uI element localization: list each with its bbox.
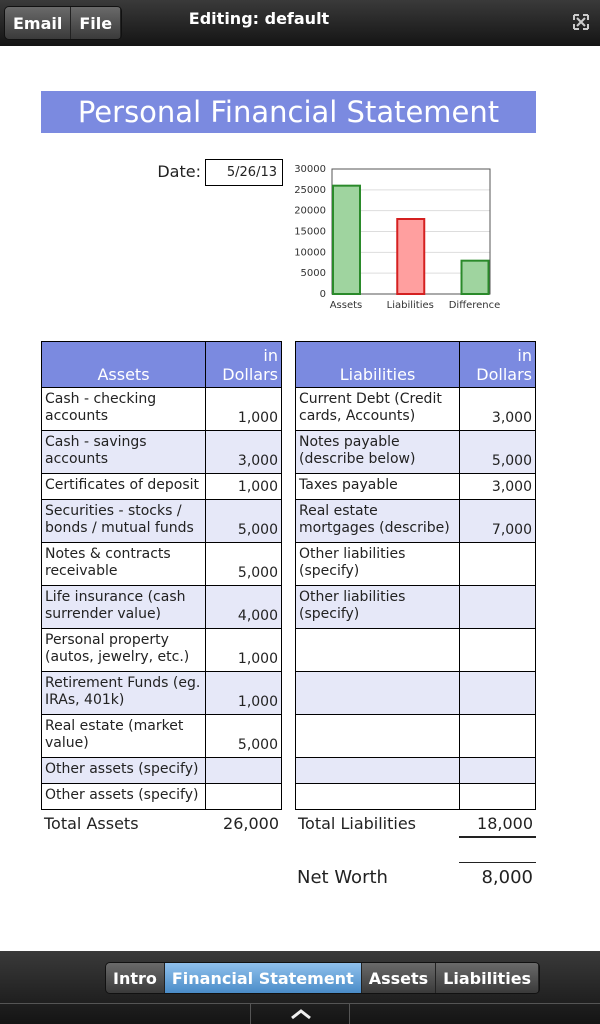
y-tick-label: 0 — [320, 289, 326, 300]
y-tick-label: 15000 — [294, 227, 326, 238]
row-amount[interactable] — [459, 671, 536, 715]
net-worth-overline — [459, 862, 536, 863]
column-header: Amount in Dollars — [459, 341, 536, 388]
row-amount[interactable] — [459, 783, 536, 810]
row-label[interactable]: Other assets (specify) — [41, 757, 206, 784]
net-worth-label: Net Worth — [297, 867, 388, 888]
row-label[interactable]: Certificates of deposit — [41, 473, 206, 500]
row-label[interactable] — [295, 671, 460, 715]
bar — [396, 218, 426, 295]
row-amount[interactable]: 1,000 — [205, 387, 282, 431]
row-label[interactable]: Notes & contracts receivable — [41, 542, 206, 586]
y-tick-label: 25000 — [294, 185, 326, 196]
y-tick-label: 5000 — [301, 268, 326, 279]
total-underline — [459, 836, 536, 838]
row-label[interactable]: Personal property (autos, jewelry, etc.) — [41, 628, 206, 672]
row-amount[interactable]: 5,000 — [205, 542, 282, 586]
row-label[interactable] — [295, 714, 460, 758]
row-label[interactable]: Real estate (market value) — [41, 714, 206, 758]
row-amount[interactable]: 4,000 — [205, 585, 282, 629]
row-amount[interactable]: 1,000 — [205, 671, 282, 715]
bar — [332, 184, 361, 296]
row-label[interactable]: Real estate mortgages (describe) — [295, 499, 460, 543]
row-amount[interactable]: 1,000 — [205, 473, 282, 500]
bar — [460, 259, 490, 295]
sheet-tab[interactable]: Financial Statement — [164, 963, 362, 993]
row-label[interactable]: Taxes payable — [295, 473, 460, 500]
row-amount[interactable] — [459, 585, 536, 629]
editing-title: Editing: default — [188, 9, 330, 28]
total-amount: 26,000 — [223, 814, 279, 833]
expand-button[interactable] — [250, 1003, 350, 1024]
total-label: Total Liabilities — [298, 814, 417, 833]
row-label[interactable]: Other liabilities (specify) — [295, 542, 460, 586]
row-amount[interactable]: 3,000 — [459, 387, 536, 431]
chevron-icon — [291, 1009, 311, 1020]
row-label[interactable]: Current Debt (Credit cards, Accounts) — [295, 387, 460, 431]
row-amount[interactable]: 3,000 — [459, 473, 536, 500]
row-amount[interactable] — [205, 757, 282, 784]
row-amount[interactable]: 5,000 — [205, 714, 282, 758]
row-label[interactable] — [295, 628, 460, 672]
column-header: Amount in Dollars — [205, 341, 282, 388]
y-tick-label: 20000 — [294, 206, 326, 217]
column-header: Liabilities — [295, 341, 460, 388]
row-label[interactable]: Cash - savings accounts — [41, 430, 206, 474]
sheet-tab[interactable]: Assets — [361, 963, 437, 993]
sheet-tabs: Intro Financial Statement Assets Liabilitie… — [105, 962, 541, 994]
total-label: Total Assets — [44, 814, 139, 833]
y-tick-label: 30000 — [294, 164, 326, 175]
row-label[interactable] — [295, 783, 460, 810]
x-tick-label: Assets — [330, 300, 363, 311]
row-amount[interactable]: 7,000 — [459, 499, 536, 543]
row-label[interactable]: Life insurance (cash surrender value) — [41, 585, 206, 629]
row-label[interactable]: Other assets (specify) — [41, 783, 206, 810]
x-tick-label: Liabilities — [387, 300, 434, 311]
toolbar-button[interactable]: Email — [5, 7, 72, 39]
chart: 0 5000 10000 15000 20000 25000 30000 Assets Liab… — [294, 164, 501, 311]
row-amount[interactable] — [459, 542, 536, 586]
bottom-strip — [0, 1003, 600, 1024]
date-label: Date: — [157, 162, 201, 181]
row-label[interactable] — [295, 757, 460, 784]
y-tick-label: 10000 — [294, 247, 326, 258]
row-label[interactable]: Other liabilities (specify) — [295, 585, 460, 629]
row-label[interactable]: Securities - stocks / bonds / mutual fun… — [41, 499, 206, 543]
row-label[interactable]: Retirement Funds (eg. IRAs, 401k) — [41, 671, 206, 715]
row-amount[interactable]: 3,000 — [205, 430, 282, 474]
row-label[interactable]: Notes payable (describe below) — [295, 430, 460, 474]
row-amount[interactable] — [459, 628, 536, 672]
row-amount[interactable]: 1,000 — [205, 628, 282, 672]
x-tick-label: Difference — [449, 300, 501, 311]
column-header: Assets — [41, 341, 206, 388]
toolbar-button[interactable]: File — [71, 7, 122, 39]
toolbar-buttons: Email File — [4, 6, 123, 40]
sheet-tab[interactable]: Intro — [106, 963, 165, 993]
row-amount[interactable]: 5,000 — [459, 430, 536, 474]
sheet-tab[interactable]: Liabilities — [436, 963, 540, 993]
row-amount[interactable] — [459, 714, 536, 758]
date-field[interactable]: 5/26/13 — [205, 159, 283, 186]
row-amount[interactable]: 5,000 — [205, 499, 282, 543]
row-label[interactable]: Cash - checking accounts — [41, 387, 206, 431]
net-worth-amount: 8,000 — [481, 867, 533, 888]
total-amount: 18,000 — [477, 814, 533, 833]
fullscreen-icon[interactable] — [572, 13, 590, 31]
sheet-title: Personal Financial Statement — [41, 91, 536, 133]
row-amount[interactable] — [459, 757, 536, 784]
row-amount[interactable] — [205, 783, 282, 810]
